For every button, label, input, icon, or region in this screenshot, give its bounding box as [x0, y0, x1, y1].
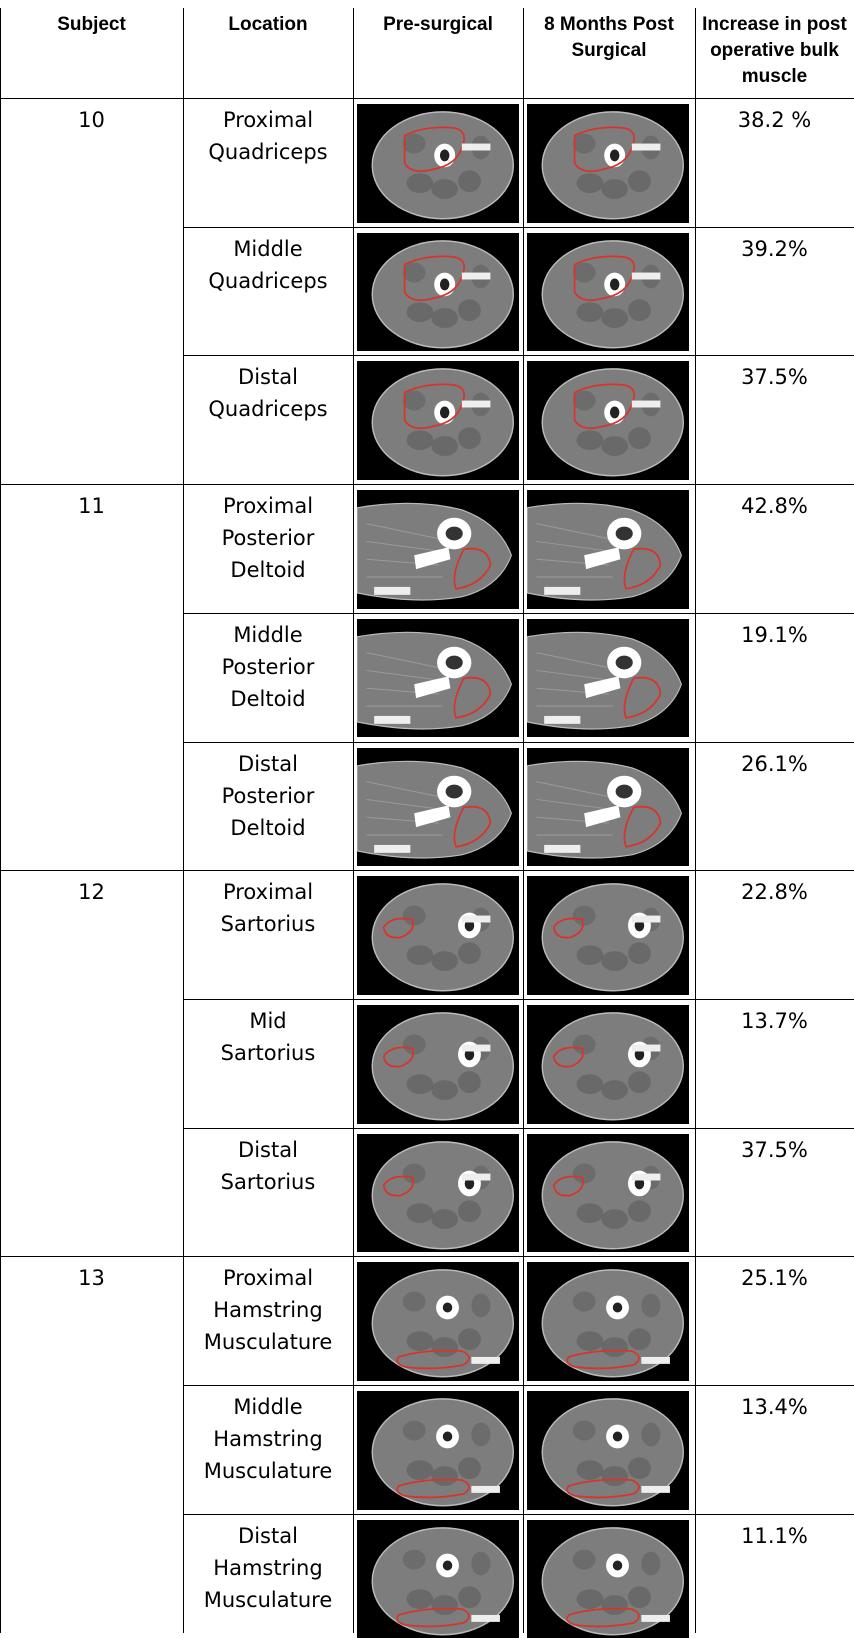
increase-value: 37.5% — [741, 365, 808, 390]
pre-surgical-scan — [357, 232, 519, 352]
row-rule — [183, 1385, 854, 1386]
location-label: Distal Hamstring Musculature — [203, 1523, 333, 1612]
subject-id: 13 — [78, 1266, 105, 1291]
pre-surgical-scan — [357, 104, 519, 223]
pre-surgical-scan — [357, 361, 519, 481]
pre-surgical-scan — [357, 1391, 519, 1510]
pre-surgical-scan — [357, 490, 519, 609]
row-rule — [183, 355, 854, 357]
increase-value: 13.4% — [741, 1395, 808, 1419]
location-label: Middle Posterior Deltoid — [221, 622, 315, 711]
header-rule — [0, 98, 854, 99]
pre-surgical-scan — [357, 618, 519, 738]
subject-rule — [0, 484, 854, 486]
location-label: Distal Posterior Deltoid — [221, 751, 315, 840]
row-rule — [183, 741, 854, 743]
location-label: Middle Hamstring Musculature — [203, 1395, 333, 1483]
increase-value: 26.1% — [741, 751, 808, 776]
pre-surgical-scan — [357, 1519, 519, 1638]
post-surgical-scan — [527, 361, 689, 481]
location-label: Distal Sartorius — [220, 1137, 316, 1194]
post-surgical-scan — [527, 490, 689, 609]
post-surgical-scan — [527, 1004, 689, 1124]
column-rule — [523, 8, 524, 1633]
increase-value: 19.1% — [741, 622, 808, 647]
post-surgical-scan — [527, 747, 689, 867]
row-rule — [183, 1513, 854, 1515]
header-subject: Subject — [57, 14, 126, 35]
post-surgical-scan — [527, 1262, 689, 1381]
location-label: Mid Sartorius — [220, 1008, 316, 1065]
pre-surgical-scan — [357, 1133, 519, 1253]
subject-id: 12 — [78, 880, 105, 905]
increase-value: 38.2 % — [737, 108, 812, 132]
subject-rule — [0, 1256, 854, 1258]
increase-value: 39.2% — [741, 236, 808, 261]
increase-value: 22.8% — [741, 880, 808, 905]
pre-surgical-scan — [357, 1004, 519, 1124]
post-surgical-scan — [527, 1133, 689, 1253]
header-location: Location — [228, 14, 308, 35]
location-label: Proximal Hamstring Musculature — [203, 1266, 333, 1355]
increase-value: 11.1% — [741, 1523, 808, 1548]
location-label: Proximal Quadriceps — [208, 108, 328, 164]
column-rule — [353, 8, 354, 1633]
increase-value: 42.8% — [741, 494, 808, 519]
location-label: Distal Quadriceps — [208, 365, 328, 422]
subject-id: 11 — [78, 494, 105, 519]
location-label: Proximal Posterior Deltoid — [221, 494, 315, 583]
post-surgical-scan — [527, 876, 689, 995]
post-surgical-scan — [527, 104, 689, 223]
column-rule — [0, 8, 1, 1633]
subject-id: 10 — [78, 108, 105, 132]
post-surgical-scan — [527, 1519, 689, 1638]
column-rule — [695, 8, 696, 1633]
increase-value: 25.1% — [741, 1266, 808, 1291]
row-rule — [183, 998, 854, 1000]
post-surgical-scan — [527, 232, 689, 352]
pre-surgical-scan — [357, 876, 519, 995]
header-increase: Increase in post operative bulk muscle — [702, 14, 847, 87]
post-surgical-scan — [527, 618, 689, 738]
header-pre-surgical: Pre-surgical — [383, 14, 493, 35]
post-surgical-scan — [527, 1391, 689, 1510]
row-rule — [183, 612, 854, 614]
pre-surgical-scan — [357, 747, 519, 867]
increase-value: 13.7% — [741, 1008, 808, 1033]
location-label: Proximal Sartorius — [220, 880, 316, 937]
pre-surgical-scan — [357, 1262, 519, 1381]
increase-value: 37.5% — [741, 1137, 808, 1162]
header-post-surgical: 8 Months Post Surgical — [544, 14, 674, 61]
row-rule — [183, 226, 854, 228]
location-label: Middle Quadriceps — [208, 236, 328, 293]
row-rule — [183, 1127, 854, 1129]
column-rule — [183, 8, 184, 1633]
subject-rule — [0, 870, 854, 872]
